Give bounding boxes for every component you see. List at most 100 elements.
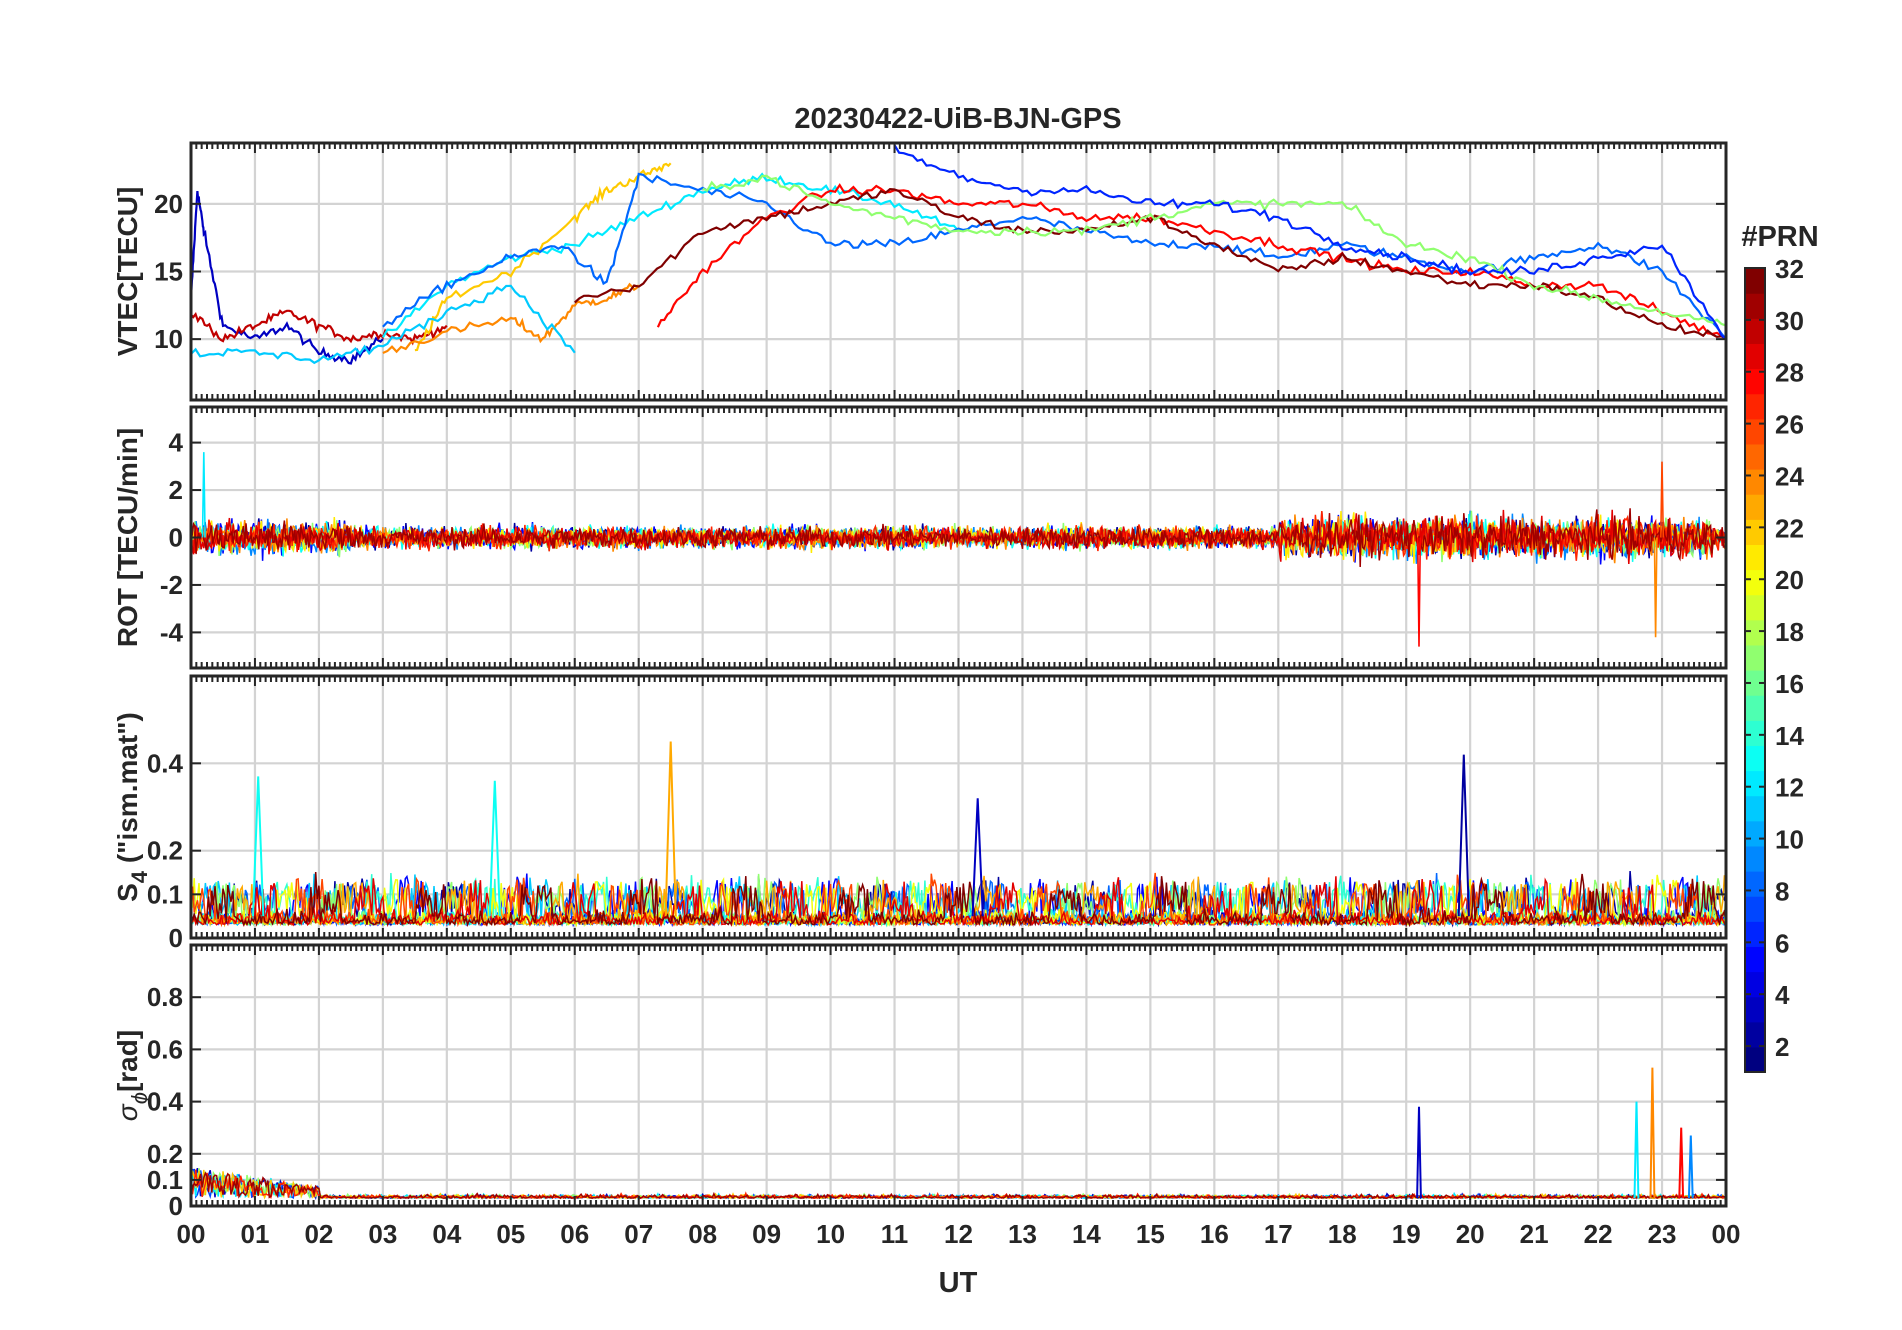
colorbar-segment bbox=[1745, 1021, 1765, 1048]
series-group-s4 bbox=[191, 741, 1726, 928]
sigphi-peak bbox=[1687, 1135, 1694, 1199]
series-line-prn-6 bbox=[893, 144, 1726, 340]
rot-spike bbox=[201, 452, 206, 538]
colorbar-label: #PRN bbox=[1741, 221, 1818, 253]
x-tick-label: 20 bbox=[1456, 1219, 1485, 1249]
y-tick-label: 0.4 bbox=[147, 748, 184, 778]
colorbar-segment bbox=[1745, 368, 1765, 395]
colorbar-segment bbox=[1745, 795, 1765, 822]
colorbar-segment bbox=[1745, 996, 1765, 1023]
colorbar-segment bbox=[1745, 318, 1765, 344]
sigphi-peak bbox=[1649, 1067, 1656, 1199]
y-tick-label: 0.1 bbox=[147, 1165, 183, 1195]
colorbar-segment bbox=[1745, 418, 1765, 445]
y-tick-label: 0.4 bbox=[147, 1087, 184, 1117]
colorbar-segment bbox=[1745, 519, 1765, 545]
sigphi-peak bbox=[1633, 1101, 1640, 1199]
panel-rot: -4 -2 0 2 4 ROT [TECU/min] bbox=[112, 405, 1728, 670]
colorbar-segment bbox=[1745, 594, 1765, 621]
s4-peak bbox=[971, 798, 984, 917]
y-tick-label: 0.2 bbox=[147, 836, 183, 866]
colorbar-segment bbox=[1745, 644, 1765, 671]
panel-frame bbox=[189, 674, 1728, 940]
y-tick-label: 0 bbox=[169, 523, 183, 553]
series-line-prn-30 bbox=[191, 309, 448, 346]
colorbar-tick-label: 8 bbox=[1775, 876, 1789, 906]
panel-sigphi: 00.10.2 0.4 0.6 0.8 σϕ[rad] bbox=[112, 943, 1728, 1221]
panel-s4: 00.10.20.4S4 ("ism.mat") bbox=[112, 674, 1728, 953]
colorbar-tick-label: 16 bbox=[1775, 669, 1804, 699]
series-group-vtec bbox=[191, 144, 1726, 365]
chart-title: 20230422-UiB-BJN-GPS bbox=[794, 103, 1121, 135]
y-tick-label: 0 bbox=[169, 1191, 183, 1221]
y-label-sub: ϕ bbox=[127, 1092, 152, 1104]
y-tick-label: 0.8 bbox=[147, 982, 183, 1012]
colorbar-segment bbox=[1745, 343, 1765, 370]
colorbar-tick-label: 28 bbox=[1775, 358, 1804, 388]
colorbar-segment bbox=[1745, 946, 1765, 973]
y-tick-label: 0.6 bbox=[147, 1034, 183, 1064]
x-tick-label: 11 bbox=[881, 1219, 909, 1249]
x-tick-label: 22 bbox=[1584, 1219, 1613, 1249]
y-label-main: σ bbox=[112, 1103, 143, 1121]
colorbar-segment bbox=[1745, 443, 1765, 470]
colorbar-segment bbox=[1745, 745, 1765, 772]
colorbar-tick-label: 14 bbox=[1775, 721, 1804, 751]
colorbar-tick-label: 12 bbox=[1775, 773, 1804, 803]
y-tick-label: -2 bbox=[160, 570, 183, 600]
colorbar-tick-label: 32 bbox=[1775, 254, 1804, 284]
x-tick-label: 04 bbox=[432, 1219, 461, 1249]
x-tick-label: 09 bbox=[752, 1219, 781, 1249]
x-tick-label: 08 bbox=[688, 1219, 717, 1249]
series-group-rot bbox=[191, 452, 1726, 647]
s4-peak bbox=[1457, 754, 1470, 917]
x-tick-label: 12 bbox=[944, 1219, 973, 1249]
x-tick-label: 02 bbox=[304, 1219, 333, 1249]
x-tick-label: 16 bbox=[1200, 1219, 1229, 1249]
colorbar-segment bbox=[1745, 720, 1765, 746]
s4-peak bbox=[664, 741, 677, 917]
y-tick-label: 0.2 bbox=[147, 1139, 183, 1169]
rot-spike bbox=[1416, 537, 1422, 647]
rot-spike bbox=[1653, 537, 1658, 638]
x-tick-label: 00 bbox=[177, 1219, 206, 1249]
y-tick-label: 2 bbox=[169, 475, 183, 505]
colorbar-segment bbox=[1745, 820, 1765, 847]
colorbar-segment bbox=[1745, 896, 1765, 922]
series-line-prn-11 bbox=[191, 284, 576, 365]
colorbar-segment bbox=[1745, 268, 1765, 294]
y-axis-label-vtec: VTEC[TECU] bbox=[112, 187, 143, 357]
series-line-prn-12 bbox=[381, 172, 960, 338]
colorbar-segment bbox=[1745, 921, 1765, 947]
x-tick-label: 03 bbox=[368, 1219, 397, 1249]
y-tick-label: 0.1 bbox=[147, 879, 183, 909]
colorbar-tick-label: 4 bbox=[1775, 980, 1790, 1010]
y-axis-label-s4: S4 ("ism.mat") bbox=[112, 712, 152, 902]
y-axis-label-rot: ROT [TECU/min] bbox=[112, 428, 143, 647]
y-label-rest: [rad] bbox=[112, 1030, 143, 1092]
colorbar-segment bbox=[1745, 695, 1765, 721]
y-tick-label: 10 bbox=[154, 324, 183, 354]
series-line-prn-29 bbox=[191, 509, 1726, 565]
colorbar-tick-label: 2 bbox=[1775, 1032, 1789, 1062]
y-label-main: S bbox=[112, 883, 143, 902]
x-tick-label: 15 bbox=[1136, 1219, 1165, 1249]
x-tick-label: 00 bbox=[1712, 1219, 1741, 1249]
colorbar-segment bbox=[1745, 1046, 1765, 1073]
colorbar-segment bbox=[1745, 544, 1765, 571]
series-line-prn-24 bbox=[382, 282, 640, 355]
x-tick-label: 18 bbox=[1328, 1219, 1357, 1249]
colorbar-segment bbox=[1745, 469, 1765, 495]
panel-frame bbox=[189, 943, 1728, 1208]
x-axis-label: UT bbox=[939, 1267, 978, 1299]
colorbar-tick-label: 6 bbox=[1775, 928, 1789, 958]
colorbar-segment bbox=[1745, 619, 1765, 646]
colorbar-segment bbox=[1745, 770, 1765, 797]
s4-peak bbox=[488, 780, 501, 917]
y-axis-label-sigphi: σϕ[rad] bbox=[112, 1030, 152, 1121]
y-tick-label: 20 bbox=[154, 189, 183, 219]
x-tick-label: 06 bbox=[560, 1219, 589, 1249]
x-tick-label: 13 bbox=[1008, 1219, 1037, 1249]
